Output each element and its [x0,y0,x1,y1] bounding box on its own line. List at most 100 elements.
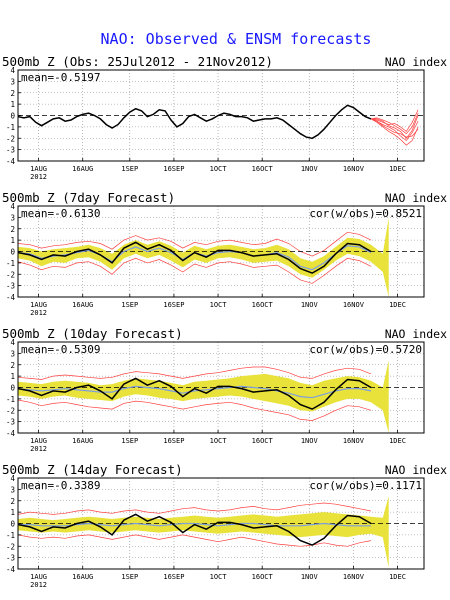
y-tick-label: -1 [6,531,15,540]
x-tick-label: 16OCT [252,573,274,581]
panel-right-label: NAO index [385,463,447,477]
x-tick-label: 1SEP [121,301,138,309]
plot-area [18,104,424,146]
correlation-label: cor(w/obs)=0.5720 [309,343,422,356]
y-tick-label: 0 [10,384,15,393]
x-tick-label: 16SEP [163,573,184,581]
y-tick-label: 2 [10,361,15,370]
member-line [370,113,419,135]
plot-area [18,360,424,433]
y-tick-label: -2 [6,134,15,143]
panel-4: 500mb Z (14day Forecast) NAO index 4 3 2 1 0 -1… [2,462,447,589]
x-tick-label: 1AUG [30,301,47,309]
x-tick-label: 16AUG [72,437,93,445]
x-tick-label: 1AUG [30,437,47,445]
y-tick-label: 1 [10,508,15,517]
panel-right-label: NAO index [385,191,447,205]
x-tick-label: 1DEC [389,165,406,173]
panel-right-label: NAO index [385,327,447,341]
x-tick-sublabel: 2012 [30,173,47,181]
x-tick-label: 16NOV [343,573,365,581]
member-envelope-lower [18,399,372,421]
figure-title: NAO: Observed & ENSM forecasts [101,30,372,48]
y-tick-label: 0 [10,520,15,529]
y-tick-label: -4 [6,293,16,302]
x-tick-label: 1AUG [30,573,47,581]
y-tick-label: -1 [6,259,15,268]
x-tick-label: 16NOV [343,301,365,309]
mean-label: mean=-0.5309 [21,343,100,356]
panel-1: 500mb Z (Obs: 25Jul2012 - 21Nov2012) NAO … [2,54,447,181]
observed-line [18,513,372,546]
panel-2: 500mb Z (7day Forecast) NAO index 4 3 2 1 0 -1 -… [2,190,447,317]
member-envelope-upper [18,366,372,380]
y-tick-label: 3 [10,485,15,494]
x-tick-label: 16NOV [343,437,365,445]
y-tick-label: -3 [6,146,15,155]
y-tick-label: 3 [10,77,15,86]
y-tick-label: 1 [10,372,15,381]
x-tick-label: 1SEP [121,437,138,445]
panel-right-label: NAO index [385,55,447,69]
y-tick-label: 3 [10,213,15,222]
y-tick-label: -1 [6,123,15,132]
x-tick-label: 16AUG [72,165,93,173]
ensemble-mean-line [18,522,371,527]
x-tick-label: 1NOV [301,165,319,173]
x-tick-label: 16OCT [252,437,274,445]
y-tick-label: -4 [6,429,16,438]
y-tick-label: 4 [10,202,15,211]
x-tick-label: 1NOV [301,573,319,581]
y-tick-label: 1 [10,236,15,245]
x-tick-label: 16SEP [163,437,184,445]
x-tick-sublabel: 2012 [30,445,47,453]
y-tick-label: 4 [10,66,15,75]
y-tick-label: -3 [6,554,15,563]
x-tick-label: 1OCT [210,165,228,173]
y-tick-label: -3 [6,418,15,427]
member-envelope-lower [18,534,372,547]
y-tick-label: 0 [10,112,15,121]
panel-title: 500mb Z (7day Forecast) [2,190,175,205]
y-tick-label: -2 [6,406,15,415]
x-tick-label: 16OCT [252,301,274,309]
spread-band [18,496,389,568]
panel-title: 500mb Z (10day Forecast) [2,326,183,341]
x-tick-label: 1DEC [389,573,406,581]
x-tick-label: 16AUG [72,301,93,309]
mean-label: mean=-0.5197 [21,71,100,84]
y-tick-label: 1 [10,100,15,109]
x-tick-label: 1OCT [210,437,228,445]
spread-band [18,217,389,297]
y-tick-label: 0 [10,248,15,257]
y-tick-label: 2 [10,89,15,98]
mean-label: mean=-0.3389 [21,479,100,492]
x-tick-label: 1SEP [121,573,138,581]
member-line [371,115,419,139]
y-tick-label: 3 [10,349,15,358]
x-tick-label: 1DEC [389,437,406,445]
correlation-label: cor(w/obs)=0.1171 [309,479,422,492]
x-tick-label: 1SEP [121,165,138,173]
mean-label: mean=-0.6130 [21,207,100,220]
correlation-label: cor(w/obs)=0.8521 [309,207,422,220]
panel-title: 500mb Z (14day Forecast) [2,462,183,477]
plot-area [18,217,424,297]
x-tick-label: 1OCT [210,573,228,581]
panel-3: 500mb Z (10day Forecast) NAO index 4 3 2 1 0 -1… [2,326,447,453]
y-tick-label: 2 [10,497,15,506]
ensemble-mean-line [18,385,372,399]
member-line [370,109,419,132]
spread-band [18,360,389,433]
y-tick-label: -1 [6,395,15,404]
y-tick-label: -2 [6,542,15,551]
observed-line [18,377,372,410]
x-tick-label: 1NOV [301,437,319,445]
x-tick-label: 1NOV [301,301,319,309]
y-tick-label: -2 [6,270,15,279]
x-tick-label: 16NOV [343,165,365,173]
member-line [370,118,419,146]
member-envelope-upper [18,231,372,257]
panel-title: 500mb Z (Obs: 25Jul2012 - 21Nov2012) [2,54,273,69]
observed-line [18,104,372,140]
